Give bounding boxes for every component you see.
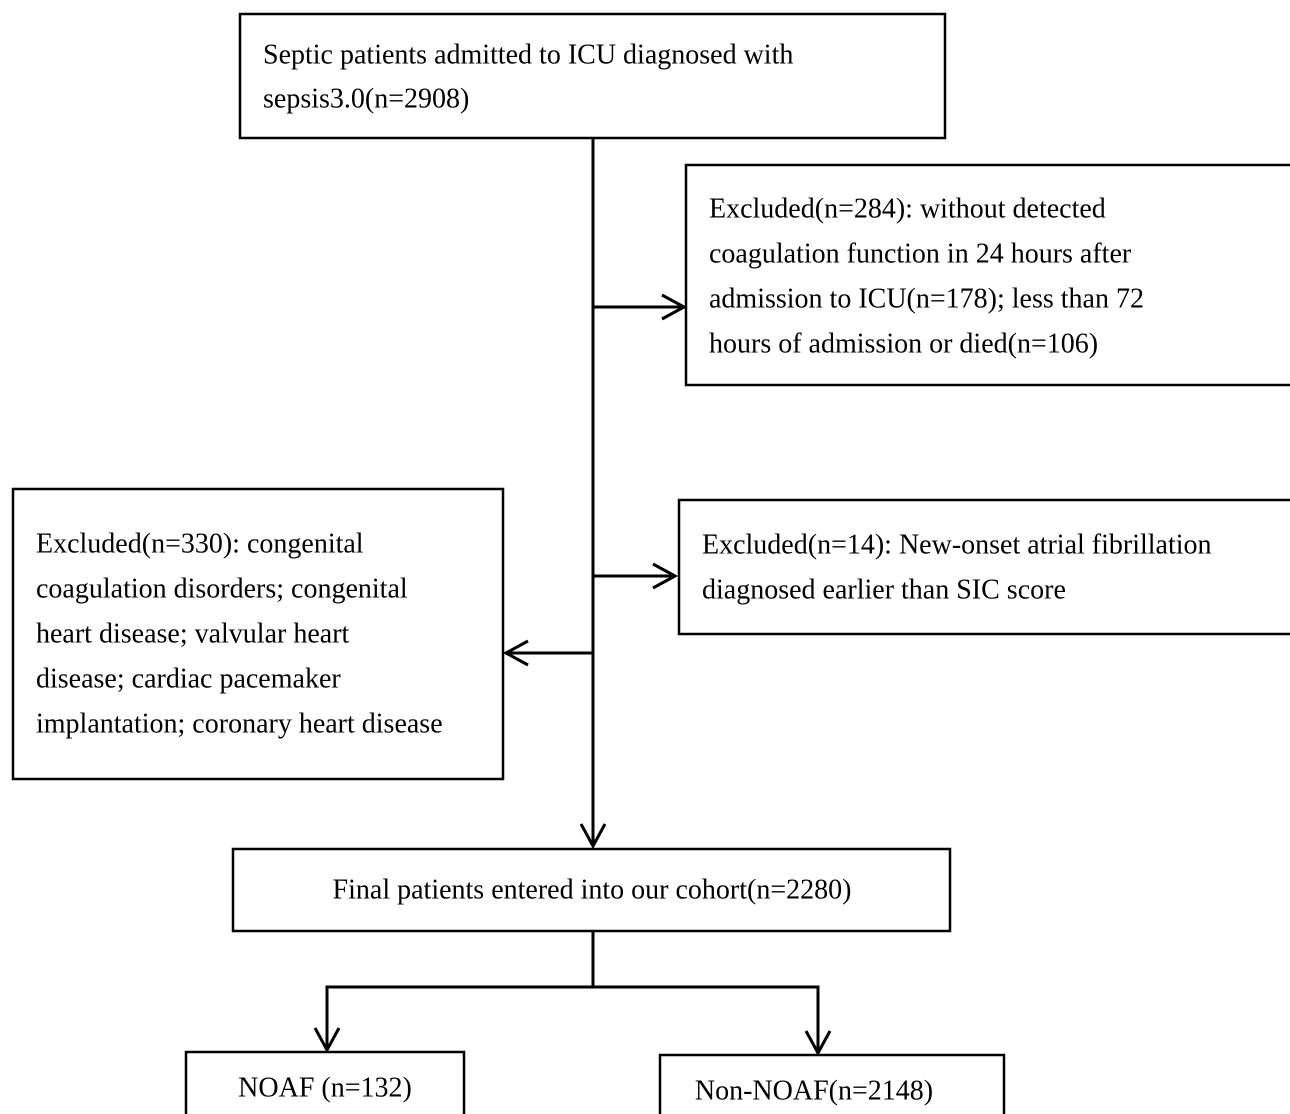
node-text: hours of admission or died(n=106): [709, 328, 1098, 359]
node: Excluded(n=284): without detected coagul…: [684, 163, 1290, 387]
node-text: NOAF (n=132): [238, 1072, 412, 1103]
node-text: Excluded(n=330): congenital: [36, 528, 364, 559]
arrow-head: [661, 293, 688, 321]
arrow-head: [804, 1030, 832, 1057]
node: NOAF (n=132): [184, 1050, 466, 1114]
node-box: [658, 1053, 1006, 1114]
node-text: admission to ICU(n=178); less than 72: [709, 283, 1144, 314]
node: Excluded(n=330): congenital coagulation …: [11, 487, 505, 781]
node: Non-NOAF(n=2148): [658, 1053, 1006, 1114]
node-text: disease; cardiac pacemaker: [36, 663, 341, 694]
arrow-head: [579, 823, 607, 850]
node-text: Final patients entered into our cohort(n…: [333, 874, 852, 905]
node-box: [677, 498, 1290, 636]
node-text: coagulation disorders; congenital: [36, 573, 408, 604]
node-box: [684, 163, 1290, 387]
node-text: diagnosed earlier than SIC score: [702, 574, 1066, 605]
arrow-head: [652, 562, 679, 590]
node-text: heart disease; valvular heart: [36, 618, 350, 649]
connectors: [313, 138, 832, 1057]
split-line: [325, 985, 820, 1053]
node-text: Non-NOAF(n=2148): [695, 1075, 933, 1106]
node-text: Septic patients admitted to ICU diagnose…: [263, 39, 793, 70]
arrow-head: [313, 1027, 341, 1054]
node-box: [231, 847, 952, 933]
node: Septic patients admitted to ICU diagnose…: [238, 12, 947, 140]
node: Final patients entered into our cohort(n…: [231, 847, 952, 933]
arrow-head: [502, 639, 529, 667]
node: Excluded(n=14): New-onset atrial fibrill…: [677, 498, 1290, 636]
node-box: [184, 1050, 466, 1114]
node-box: [238, 12, 947, 140]
node-text: Excluded(n=14): New-onset atrial fibrill…: [702, 529, 1212, 560]
node-text: coagulation function in 24 hours after: [709, 238, 1132, 269]
node-text: sepsis3.0(n=2908): [263, 83, 469, 114]
node-text: Excluded(n=284): without detected: [709, 193, 1106, 224]
node-box: [11, 487, 505, 781]
node-text: implantation; coronary heart disease: [36, 708, 443, 739]
